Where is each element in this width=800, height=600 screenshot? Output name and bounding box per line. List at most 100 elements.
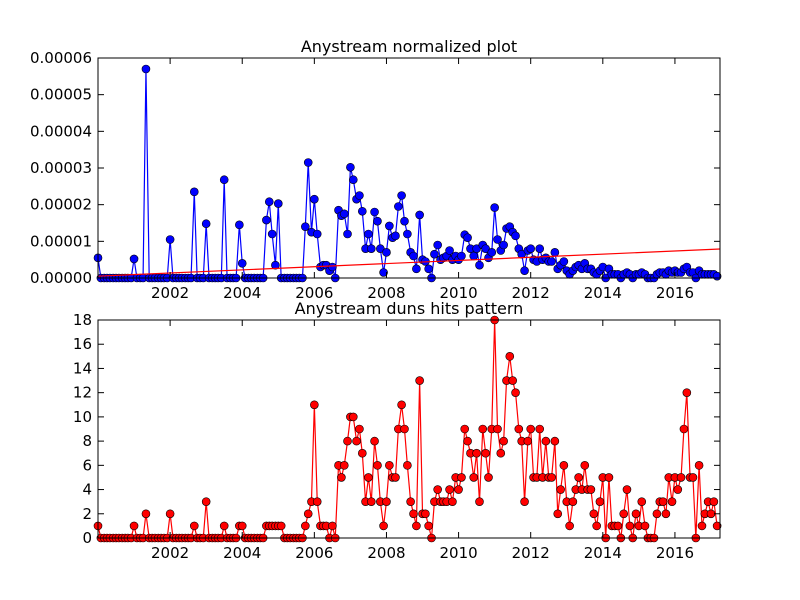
data-point bbox=[303, 509, 313, 519]
data-point bbox=[622, 485, 632, 494]
data-point bbox=[706, 509, 716, 519]
data-point bbox=[373, 216, 382, 226]
data-point bbox=[580, 461, 590, 470]
data-point bbox=[505, 352, 515, 361]
data-point bbox=[637, 497, 647, 506]
data-point bbox=[310, 400, 319, 410]
data-point bbox=[613, 521, 623, 531]
data-point bbox=[475, 497, 484, 506]
x-tick-label: 2006 bbox=[295, 284, 333, 302]
data-point bbox=[397, 191, 406, 200]
data-point bbox=[631, 509, 641, 519]
data-point bbox=[550, 248, 560, 257]
data-point bbox=[343, 229, 352, 239]
data-point bbox=[391, 231, 400, 241]
axes-frame bbox=[97, 319, 721, 539]
data-point bbox=[343, 436, 352, 446]
data-point bbox=[445, 246, 454, 255]
data-point bbox=[682, 388, 692, 397]
data-point bbox=[339, 461, 349, 470]
data-point bbox=[400, 216, 409, 226]
data-point bbox=[339, 209, 349, 219]
data-point bbox=[688, 473, 698, 482]
data-point bbox=[273, 199, 283, 208]
data-point bbox=[310, 194, 319, 204]
x-tick-label: 2006 bbox=[295, 544, 333, 562]
data-point bbox=[394, 202, 403, 211]
data-point bbox=[424, 521, 433, 531]
data-point bbox=[574, 473, 583, 482]
data-point bbox=[403, 229, 412, 239]
data-point bbox=[262, 215, 271, 225]
data-point bbox=[382, 497, 391, 506]
data-point bbox=[472, 448, 481, 458]
data-point bbox=[400, 424, 409, 434]
data-point bbox=[508, 376, 517, 385]
data-point bbox=[673, 485, 683, 494]
y-tick-label: 0.00004 bbox=[30, 122, 92, 140]
data-point bbox=[658, 497, 668, 506]
data-point bbox=[460, 424, 470, 434]
x-tick-label: 2012 bbox=[512, 284, 550, 302]
data-point bbox=[312, 229, 322, 239]
data-point bbox=[415, 376, 424, 385]
data-point bbox=[409, 509, 418, 519]
data-point bbox=[433, 240, 442, 250]
data-point bbox=[463, 436, 472, 446]
x-tick-label: 2004 bbox=[223, 284, 261, 302]
data-point bbox=[445, 485, 454, 494]
y-tick-label: 0.00001 bbox=[30, 232, 92, 250]
data-point bbox=[592, 521, 601, 531]
data-point bbox=[676, 473, 686, 482]
x-tick-label: 2004 bbox=[223, 544, 261, 562]
x-tick-label: 2002 bbox=[151, 284, 189, 302]
data-point bbox=[346, 162, 355, 172]
data-point bbox=[129, 521, 139, 531]
data-point bbox=[237, 521, 247, 531]
data-point bbox=[409, 251, 418, 261]
y-tick-label: 10 bbox=[73, 408, 92, 426]
data-point bbox=[652, 509, 662, 519]
data-point bbox=[424, 264, 433, 274]
y-tick-label: 16 bbox=[73, 335, 92, 353]
data-point bbox=[559, 461, 569, 470]
data-point bbox=[709, 497, 719, 506]
data-point bbox=[469, 473, 479, 482]
data-point bbox=[382, 248, 391, 257]
x-tick-label: 2010 bbox=[439, 544, 477, 562]
data-point bbox=[364, 229, 373, 239]
data-point bbox=[391, 473, 400, 482]
data-point bbox=[370, 207, 379, 217]
data-point bbox=[421, 509, 430, 519]
data-point bbox=[337, 473, 346, 482]
axes-frame bbox=[97, 57, 721, 279]
data-point bbox=[397, 400, 406, 410]
data-point bbox=[370, 436, 379, 446]
x-tick-label: 2014 bbox=[584, 284, 622, 302]
data-point bbox=[499, 436, 508, 446]
data-point bbox=[364, 473, 373, 482]
data-point bbox=[619, 509, 629, 519]
data-point bbox=[595, 497, 605, 506]
data-point bbox=[385, 461, 394, 470]
data-point bbox=[276, 521, 286, 531]
data-point bbox=[589, 509, 599, 519]
data-point bbox=[358, 206, 367, 216]
data-point bbox=[481, 448, 490, 458]
data-point bbox=[271, 260, 280, 270]
data-point bbox=[373, 461, 382, 470]
data-point bbox=[493, 424, 502, 434]
data-point bbox=[559, 257, 569, 266]
data-point bbox=[312, 497, 322, 506]
data-point bbox=[463, 233, 472, 242]
data-point bbox=[484, 473, 493, 482]
data-point bbox=[535, 244, 545, 253]
data-point bbox=[129, 254, 139, 264]
data-point bbox=[694, 461, 704, 470]
chart-title: Anystream normalized plot bbox=[301, 37, 517, 56]
data-line bbox=[97, 248, 721, 277]
data-point bbox=[355, 191, 364, 200]
data-point bbox=[201, 219, 211, 229]
data-point bbox=[526, 244, 535, 253]
